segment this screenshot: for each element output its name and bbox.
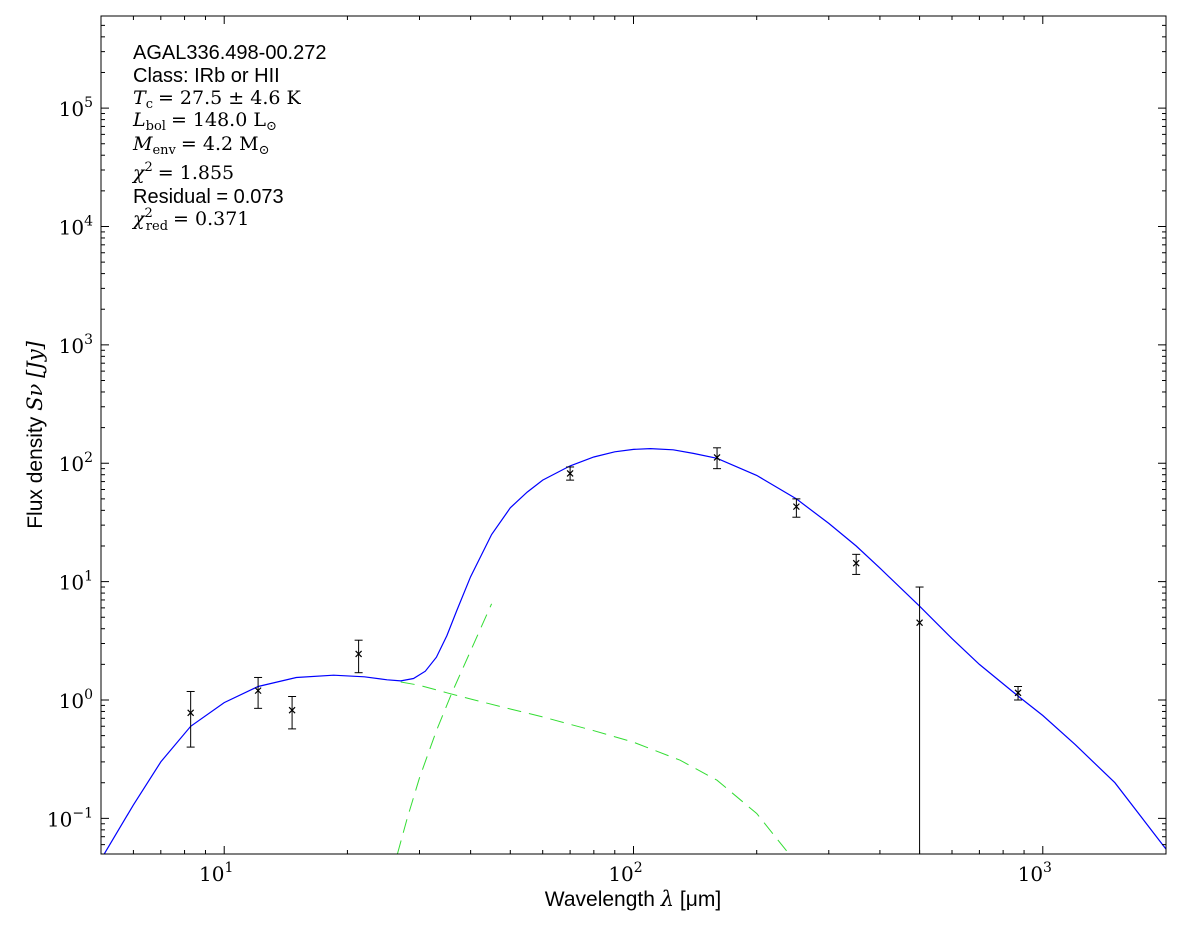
data-point (713, 447, 722, 470)
x-axis-label: Wavelength λ [μm] (545, 887, 721, 911)
data-marker (916, 619, 924, 627)
data-point (852, 553, 861, 575)
y-tick-label: 104 (59, 213, 93, 239)
y-tick-label: 105 (59, 95, 93, 121)
data-marker (355, 650, 363, 658)
x-tick-label: 101 (199, 860, 233, 886)
data-point (915, 586, 924, 854)
data-marker (852, 559, 860, 567)
plot-frame (100, 15, 1167, 855)
x-tick-label: 103 (1018, 860, 1052, 886)
annotation-chi2-red: χ2 red = 0.371 (131, 206, 249, 234)
annotation-tc: Tc = 27.5 ± 4.6 K (133, 87, 301, 112)
model-curves (103, 447, 1166, 854)
y-tick-label: 102 (59, 450, 93, 476)
model-component-curve-1 (400, 681, 790, 854)
data-marker (254, 687, 262, 695)
data-marker (187, 709, 195, 717)
y-tick-label: 100 (59, 687, 93, 713)
annotation-class: Class: IRb or HII (133, 65, 280, 87)
annotation-source: AGAL336.498-00.272 (133, 42, 327, 64)
annotation-lbol: Lbol = 148.0 L⊙ (132, 109, 277, 134)
annotation-block: AGAL336.498-00.272 Class: IRb or HII Tc =… (131, 42, 327, 234)
y-tick-label: 101 (59, 569, 93, 595)
y-tick-label: 103 (59, 332, 93, 358)
data-point (1014, 686, 1023, 701)
model-total-curve (103, 447, 1166, 854)
x-tick-label: 102 (608, 860, 642, 886)
axis-ticks: 101 102 103 10−1 100 101 102 103 104 105 (47, 15, 1167, 886)
data-marker (1014, 689, 1022, 697)
data-point (354, 639, 363, 674)
annotation-residual: Residual = 0.073 (133, 186, 284, 208)
data-point (186, 690, 195, 748)
data-point (566, 466, 575, 481)
plot-area (101, 16, 1166, 854)
data-marker (713, 453, 721, 461)
data-marker (792, 503, 800, 511)
data-point (288, 696, 297, 730)
measurements (186, 447, 1023, 854)
data-point (792, 498, 801, 518)
data-marker (566, 470, 574, 477)
y-tick-label: 10−1 (47, 805, 93, 831)
data-marker (288, 706, 296, 714)
annotation-chi2: χ2 = 1.855 (131, 160, 234, 184)
y-axis-label: Flux density Sν [Jy] (23, 340, 47, 528)
data-point (254, 676, 263, 709)
annotation-menv: Menv = 4.2 M⊙ (132, 133, 269, 158)
